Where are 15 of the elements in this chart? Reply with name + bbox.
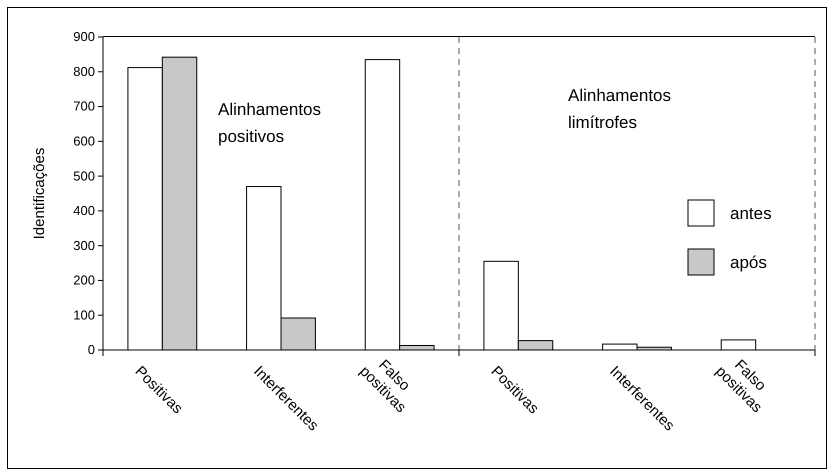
y-tick-label: 800 xyxy=(73,64,95,79)
y-tick-label: 100 xyxy=(73,307,95,322)
y-tick-label: 600 xyxy=(73,133,95,148)
y-tick-label: 0 xyxy=(88,342,95,358)
y-tick-label: 700 xyxy=(73,98,95,114)
y-tick-label: 300 xyxy=(73,238,95,253)
y-tick-label: 400 xyxy=(73,203,95,218)
legend-label: antes xyxy=(730,204,772,223)
annotation: Alinhamentos limítrofes xyxy=(568,86,672,132)
legend-label: após xyxy=(730,253,767,272)
y-tick-label: 200 xyxy=(73,272,95,288)
y-axis-title: Identificações xyxy=(31,148,48,240)
annotation: Alinhamentos positivos xyxy=(218,100,322,146)
y-tick-label: 500 xyxy=(73,168,95,184)
y-tick-label: 900 xyxy=(73,29,95,44)
